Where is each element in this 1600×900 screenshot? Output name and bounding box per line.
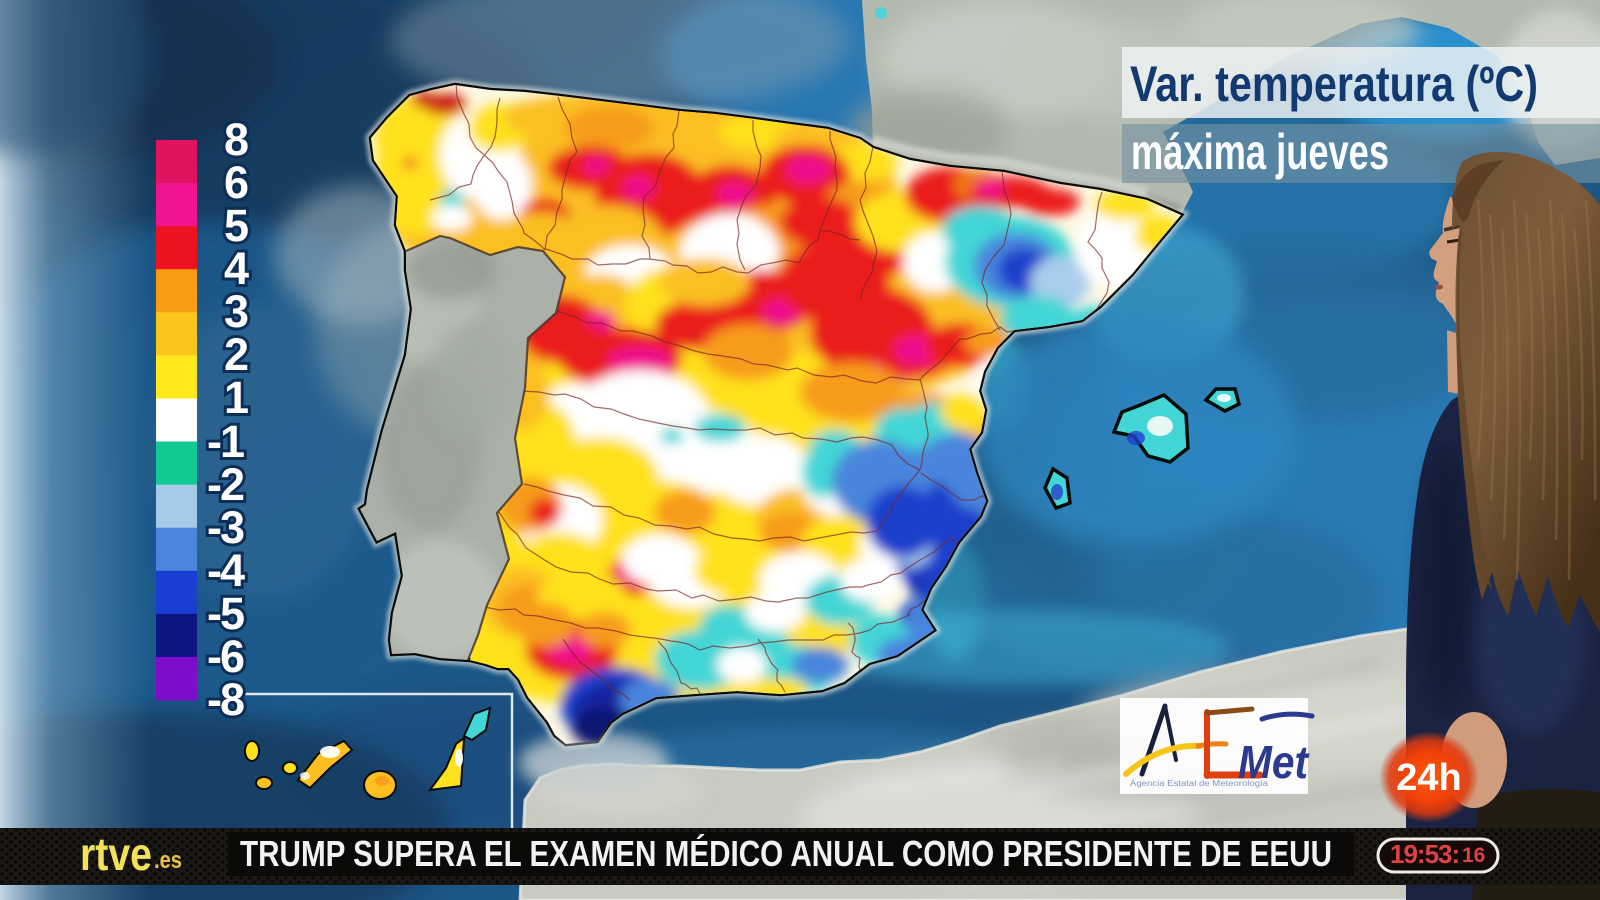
svg-text:Var. temperatura (ºC): Var. temperatura (ºC)	[1130, 56, 1538, 112]
svg-text:16: 16	[1462, 844, 1485, 867]
svg-text:-1: -1	[207, 416, 244, 467]
svg-text:-3: -3	[207, 502, 244, 553]
svg-text:-2: -2	[207, 459, 244, 510]
svg-text:-5: -5	[207, 588, 244, 639]
svg-text:TRUMP SUPERA EL EXAMEN MÉDICO: TRUMP SUPERA EL EXAMEN MÉDICO ANUAL COMO…	[240, 833, 1332, 874]
svg-text:24h: 24h	[1396, 757, 1461, 799]
svg-text:19:53:: 19:53:	[1390, 839, 1459, 869]
svg-text:.es: .es	[154, 847, 182, 874]
svg-text:-6: -6	[207, 631, 244, 682]
svg-text:Met: Met	[1238, 736, 1309, 788]
svg-text:máxima jueves: máxima jueves	[1131, 124, 1389, 180]
svg-text:rtve: rtve	[80, 828, 152, 880]
svg-text:Agencia Estatal de Meteorologí: Agencia Estatal de Meteorología	[1130, 779, 1269, 788]
svg-text:-4: -4	[207, 545, 245, 596]
svg-text:-8: -8	[207, 674, 244, 725]
